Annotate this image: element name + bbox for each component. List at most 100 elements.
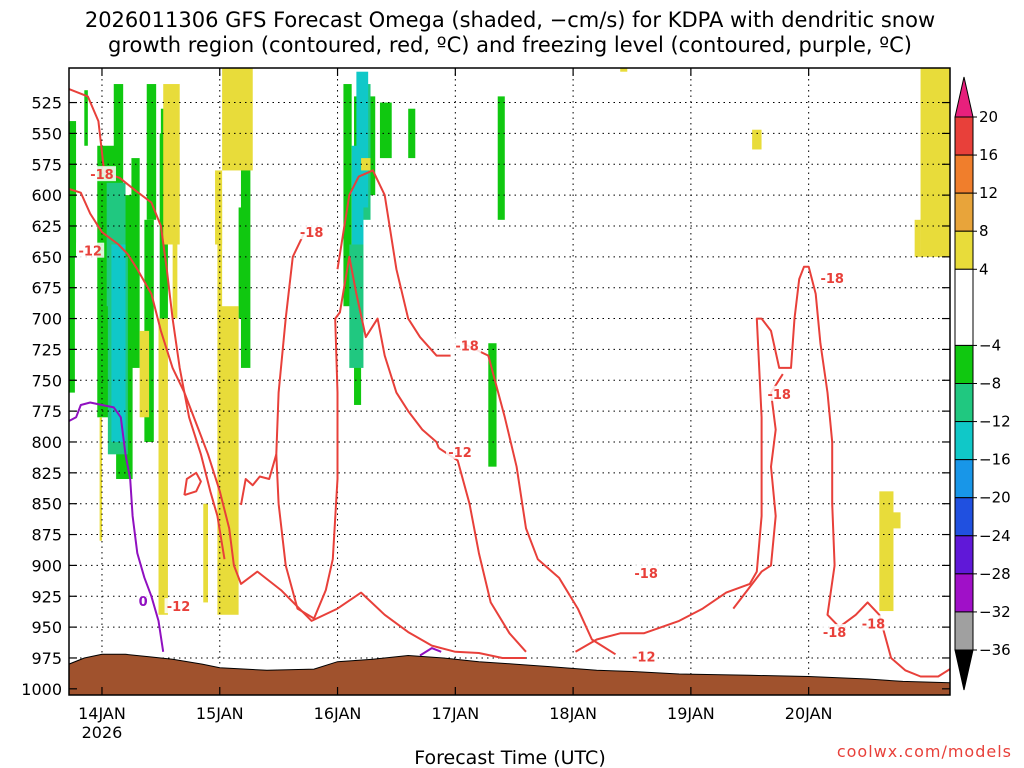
dgz-contour-label: -12 <box>448 446 472 461</box>
colorbar-tick-label: 16 <box>979 146 998 164</box>
dgz-contour-label: -12 <box>167 600 191 615</box>
colorbar-band <box>954 192 974 232</box>
dgz-contour <box>336 169 451 357</box>
y-tick-label: 550 <box>31 124 62 143</box>
x-axis: 14JAN 15JAN 16JAN 17JAN 18JAN 19JAN 20JAN 2026 <box>78 68 833 742</box>
contour-label-bg <box>87 166 116 182</box>
colorbar-band <box>954 268 974 346</box>
dgz-contour <box>240 454 278 506</box>
dgz-contour-label: -18 <box>634 567 658 582</box>
plot-frame <box>68 67 951 696</box>
omega-shade-cell <box>139 330 150 418</box>
omega-shade-cell <box>158 318 168 615</box>
colorbar-band <box>954 459 974 499</box>
omega-shade-cell <box>488 343 497 467</box>
omega-shade-cell <box>146 84 157 220</box>
omega-shade-cell <box>69 121 77 257</box>
freezing-level-contour <box>419 647 442 657</box>
contour-label-bg <box>446 443 475 459</box>
y-tick-label: 525 <box>31 94 62 113</box>
omega-shade-cell <box>365 96 376 196</box>
colorbar-band <box>954 230 974 270</box>
colorbar-tick-label: 4 <box>979 260 989 278</box>
omega-shade-cell <box>111 244 126 442</box>
omega-shade-cell <box>497 96 505 220</box>
contour-label-bg <box>629 648 658 664</box>
omega-shade-cell <box>914 219 921 257</box>
omega-shade-cell <box>84 90 88 146</box>
colorbar-band <box>954 497 974 537</box>
omega-shade-cell <box>891 512 901 529</box>
omega-shade-cell <box>351 145 364 245</box>
contour-label-bg <box>297 224 326 240</box>
colorbar-tick-label: −16 <box>979 451 1011 469</box>
y-tick-label: 775 <box>31 402 62 421</box>
dgz-contour-label: -12 <box>632 651 656 666</box>
colorbar-tick-label: −28 <box>979 565 1011 583</box>
plot-inner: -18 -12 -18 -18 -12 -12 -18 -12 -18 -18 -18 -18 0 <box>69 68 950 695</box>
colorbar-tick-label: 8 <box>979 222 989 240</box>
y-tick-label: 575 <box>31 155 62 174</box>
x-tick-label: 16JAN <box>314 704 362 723</box>
colorbar-band <box>954 573 974 613</box>
y-tick-label: 700 <box>31 310 62 329</box>
omega-shade-cell <box>172 195 178 319</box>
dgz-contour <box>69 88 226 560</box>
colorbar-tick-label: −12 <box>979 413 1011 431</box>
omega-shade-cell <box>203 503 208 603</box>
dgz-contour-label: -18 <box>820 272 844 287</box>
contour-label-bg <box>453 337 482 353</box>
omega-shade-cell <box>408 108 416 159</box>
freezing-level-contour <box>69 401 165 652</box>
y-tick-label: 675 <box>31 279 62 298</box>
colorbar-band <box>954 344 974 384</box>
contour-label-bg <box>818 269 847 285</box>
dgz-contour-label: -18 <box>767 388 791 403</box>
colorbar: 20 16 12 8 4 −4 −8 −12 −16 −20 −24 −28 −32 −36 <box>954 76 1011 691</box>
colorbar-tick-label: −24 <box>979 527 1011 545</box>
colorbar-tick-label: −32 <box>979 603 1011 621</box>
y-tick-label: 925 <box>31 587 62 606</box>
y-tick-label: 600 <box>31 186 62 205</box>
y-tick-label: 900 <box>31 556 62 575</box>
y-axis: 525 550 575 600 625 650 675 700 725 750 775 800 825 8… <box>21 94 950 699</box>
chart-title-line-2: growth region (contoured, red, ºC) and f… <box>108 33 912 57</box>
x-tick-label: 14JAN <box>78 704 126 723</box>
y-tick-label: 825 <box>31 464 62 483</box>
dgz-contour <box>438 447 527 653</box>
dgz-contour-label: -12 <box>78 245 102 260</box>
y-tick-label: 950 <box>31 618 62 637</box>
contour-label-bg <box>859 615 888 631</box>
x-tick-label: 15JAN <box>196 704 244 723</box>
y-tick-label: 650 <box>31 248 62 267</box>
colorbar-tick-label: −4 <box>979 336 1001 354</box>
omega-shade-cell <box>379 102 392 159</box>
y-tick-label: 750 <box>31 371 62 390</box>
dgz-contour <box>574 265 950 678</box>
dgz-contour-label: -18 <box>862 617 886 632</box>
omega-shade-cell <box>144 219 154 442</box>
y-tick-label: 875 <box>31 526 62 545</box>
omega-shade-cell <box>69 219 75 393</box>
omega-shade-cell <box>217 306 239 615</box>
y-tick-label: 1000 <box>21 680 62 699</box>
dgz-contour <box>183 471 202 497</box>
x-tick-label: 18JAN <box>549 704 597 723</box>
colorbar-tick-label: 12 <box>979 184 998 202</box>
omega-shade-cell <box>99 417 102 541</box>
colorbar-band <box>954 611 974 651</box>
dgz-contour-label: -18 <box>90 168 114 183</box>
colorbar-tick-label: −8 <box>979 375 1001 393</box>
omega-shade-cell <box>879 491 894 612</box>
y-tick-label: 725 <box>31 340 62 359</box>
dgz-contour <box>69 188 526 659</box>
omega-shade-cell <box>620 68 628 72</box>
colorbar-band <box>954 154 974 194</box>
x-tick-label: 20JAN <box>785 704 833 723</box>
colorbar-tick-label: −36 <box>979 641 1011 659</box>
contour-label-bg <box>76 242 105 258</box>
x-tick-label: 19JAN <box>667 704 715 723</box>
colorbar-tick-label: −20 <box>979 489 1011 507</box>
colorbar-band <box>954 421 974 461</box>
